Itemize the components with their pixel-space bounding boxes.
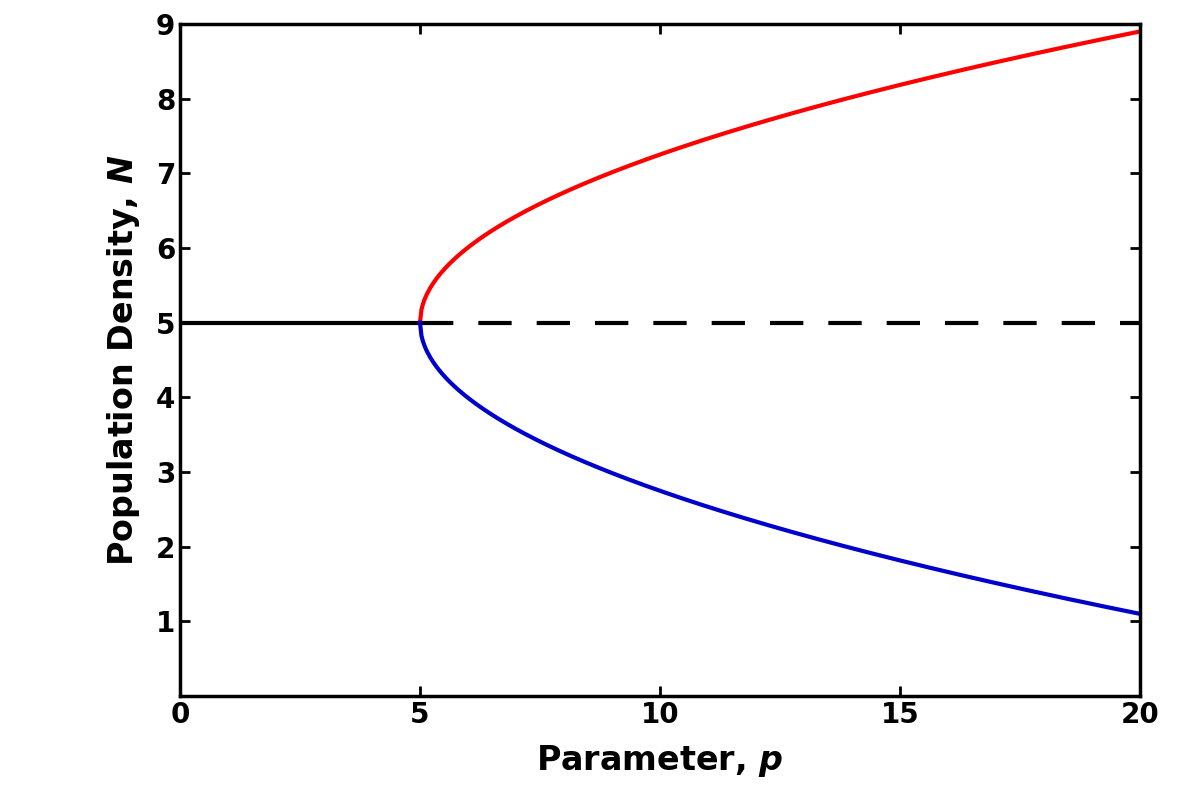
X-axis label: Parameter, $p$: Parameter, $p$ <box>536 742 784 778</box>
Y-axis label: Population Density, $N$: Population Density, $N$ <box>104 154 142 566</box>
